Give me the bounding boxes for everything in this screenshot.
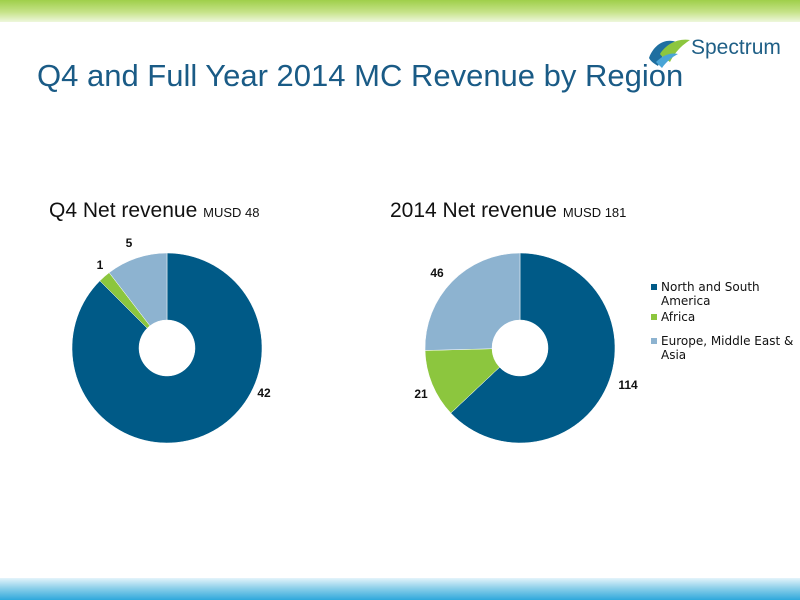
chart-title-q4-text: Q4 Net revenue bbox=[49, 199, 198, 222]
chart-unit-q4: MUSD 48 bbox=[203, 205, 260, 220]
data-label-emea-asia: 46 bbox=[430, 266, 444, 280]
chart-title-q4: Q4 Net revenue MUSD 48 bbox=[49, 199, 259, 223]
legend-label-north-south-america: North and South America bbox=[661, 280, 760, 308]
data-label-north-south-america: 42 bbox=[257, 386, 271, 400]
legend-swatch-north-south-america bbox=[651, 284, 657, 290]
data-label-north-south-america: 114 bbox=[618, 378, 638, 392]
legend-item-emea-asia: Europe, Middle East & Asia bbox=[651, 334, 800, 362]
data-label-africa: 21 bbox=[414, 387, 428, 401]
page-title: Q4 and Full Year 2014 MC Revenue by Regi… bbox=[37, 58, 684, 93]
spectrum-logo-icon bbox=[649, 39, 690, 68]
data-label-africa: 1 bbox=[97, 258, 104, 272]
chart-2014: 114 21 46 bbox=[414, 252, 638, 444]
legend-swatch-africa bbox=[651, 314, 657, 320]
logo-text: Spectrum bbox=[691, 36, 781, 59]
bottom-decorative-band bbox=[0, 578, 800, 600]
chart-q4: 42 1 5 bbox=[71, 236, 271, 444]
legend-item-africa: Africa bbox=[651, 310, 800, 324]
chart-title-2014: 2014 Net revenue MUSD 181 bbox=[390, 199, 626, 223]
chart-unit-2014: MUSD 181 bbox=[562, 205, 627, 220]
slice-emea-asia bbox=[108, 252, 168, 327]
legend-swatch-emea-asia bbox=[651, 338, 657, 344]
slice-emea-asia bbox=[424, 252, 521, 351]
legend-label-africa: Africa bbox=[661, 310, 696, 324]
chart-legend: North and South America Africa Europe, M… bbox=[651, 280, 800, 362]
slice-north-south-america bbox=[450, 252, 616, 444]
data-label-emea-asia: 5 bbox=[126, 236, 133, 250]
spectrum-logo: Spectrum bbox=[646, 32, 786, 70]
legend-label-emea-asia: Europe, Middle East & Asia bbox=[661, 334, 794, 362]
slice-north-south-america bbox=[71, 252, 263, 444]
top-decorative-band bbox=[0, 0, 800, 22]
chart-title-2014-text: 2014 Net revenue bbox=[390, 199, 557, 222]
legend-item-north-south-america: North and South America bbox=[651, 280, 800, 308]
